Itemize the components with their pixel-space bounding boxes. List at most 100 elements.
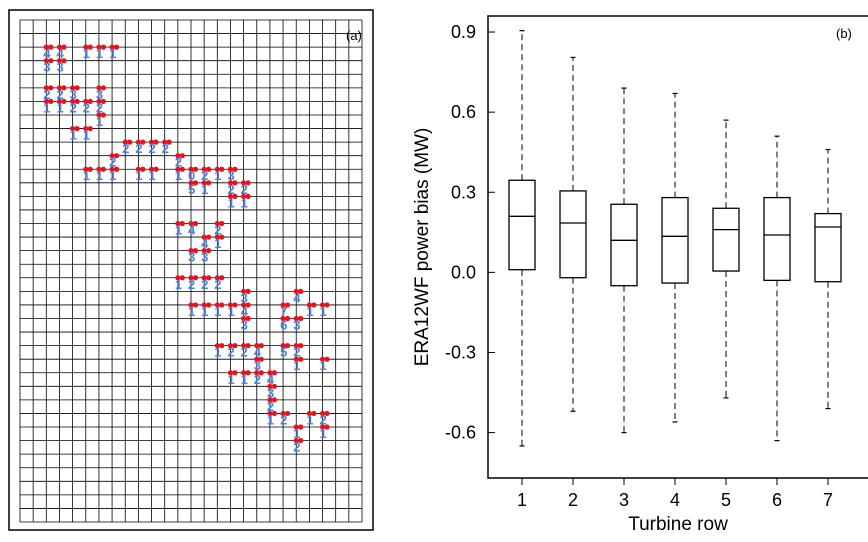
turbine-dot [245,288,251,294]
turbine-dot [293,343,299,349]
turbine-dot [293,437,299,444]
turbine-dot [271,397,278,403]
turbine-label: 1 [241,195,248,210]
turbine-dot [214,275,220,281]
turbine-label: 1 [175,223,182,238]
outer-frame [8,9,374,531]
turbine-label: 2 [293,440,300,455]
turbine-dot [74,125,80,132]
turbine-marker: 6 [280,315,291,332]
x-tick-label: 1 [517,490,527,510]
grid-lines [19,19,363,523]
turbine-dot [61,85,67,91]
turbine-layout-panel: (a) 4 4 1 1 1 3 3 2 2 3 3 1 1 2 2 2 1 1 1 2 2 2 2 2 2 1 1 1 1 1 1 0 2 1 3 5 1… [0,0,380,537]
box-row-6 [763,135,791,442]
x-tick-label: 2 [568,490,578,510]
turbine-dot [232,180,238,186]
turbine-dot [127,139,133,145]
turbine-dot [83,125,89,132]
turbine-dot [219,220,225,227]
turbine-label: 7 [280,304,287,319]
turbine-dot [245,302,251,308]
turbine-label: 1 [43,100,50,115]
turbine-markers: 4 4 1 1 13 32 2 3 31 1 2 2 211 12 2 2 22 21 1 1 1 1 1 0 2 1 35 1 2 21… [43,44,330,455]
turbine-label: 1 [109,168,116,183]
turbine-dot [267,410,273,417]
turbine-dot [241,315,247,322]
turbine-dot [100,85,107,91]
box-row-3 [610,87,638,434]
turbine-label: 3 [70,87,77,102]
turbine-label: 3 [56,60,63,75]
turbine-marker: 3 [227,166,238,183]
turbine-marker: 2 [227,180,238,197]
turbine-marker: 7 [280,302,291,319]
x-axis-label: Turbine row [628,514,728,535]
x-ticks: 1 2 3 4 5 6 7 [517,478,833,510]
iqr-box [763,196,791,282]
turbine-label: 3 [43,60,50,75]
turbine-label: 1 [135,168,142,183]
turbine-dot [298,315,304,322]
turbine-label: 4 [254,345,262,360]
turbine-label: 1 [70,128,77,143]
turbine-label: 2 [214,223,221,238]
iqr-box [814,212,842,283]
turbine-dot [188,220,194,227]
turbine-label: 1 [214,345,221,360]
turbine-dot [188,180,194,186]
turbine-label: 4 [293,290,301,305]
turbine-dot [113,153,120,159]
turbine-dot [179,220,185,227]
turbine-dot [293,288,299,294]
turbine-label: 1 [188,304,195,319]
turbine-dot [100,112,107,118]
turbine-marker: 2 [70,98,80,115]
turbine-dot [100,44,107,50]
turbine-dot [61,98,67,105]
turbine-label: 1 [241,372,248,387]
turbine-label: 4 [201,236,209,251]
turbine-dot [219,302,225,308]
turbine-marker: 1 [306,410,317,427]
turbine-label: 3 [96,87,103,102]
turbine-label: 1 [175,277,182,292]
turbine-dot [298,343,304,349]
turbine-label: 2 [201,168,208,183]
turbine-label: 1 [214,168,221,183]
turbine-dot [254,356,260,362]
turbine-dot [100,166,107,172]
turbine-marker: 2 [96,98,107,115]
turbine-dot [153,166,159,172]
turbine-dot [324,356,330,362]
turbine-dot [83,98,89,105]
turbine-dot [241,180,247,186]
turbine-marker: 1 [149,166,159,183]
turbine-dot [232,193,238,199]
turbine-dot [109,153,115,159]
turbine-dot [214,234,220,240]
turbine-dot [96,85,102,91]
turbine-dot [319,410,326,417]
turbine-dot [298,424,304,430]
turbine-label: 1 [175,168,182,183]
box-row-1 [508,30,536,447]
turbine-marker: 1 [83,44,93,61]
turbine-dot [298,288,304,294]
turbine-marker: 1 [96,112,107,129]
turbine-dot [241,302,247,308]
turbine-dot [74,98,80,105]
turbine-label: 1 [227,304,234,319]
turbine-dot [227,370,234,376]
box-row-7 [814,148,842,410]
turbine-dot [311,302,317,308]
turbine-dot [109,166,115,172]
turbine-label: 1 [96,114,103,129]
turbine-marker: 4 [267,370,278,387]
box-row-2 [559,56,587,412]
turbine-dot [192,275,199,281]
turbine-dot [61,44,67,50]
turbine-marker: 1 [83,166,93,183]
turbine-label: 3 [227,168,234,183]
turbine-dot [245,315,251,322]
